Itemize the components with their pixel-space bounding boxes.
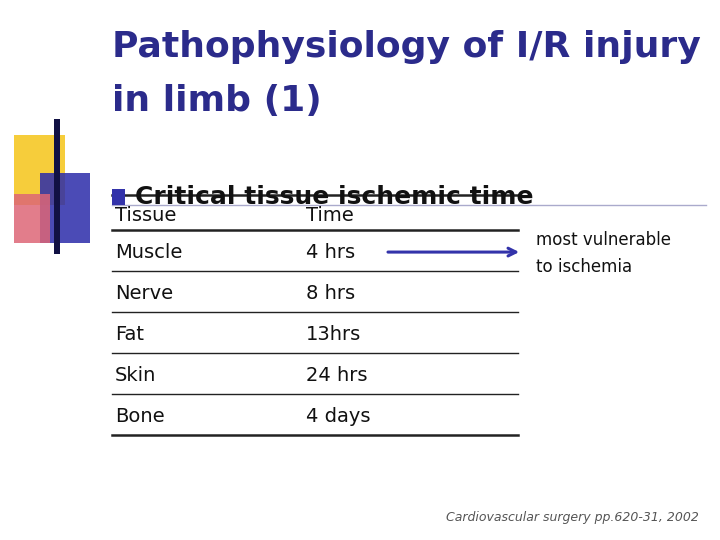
Text: Fat: Fat — [115, 325, 144, 343]
Text: Skin: Skin — [115, 366, 156, 384]
Text: Tissue: Tissue — [115, 206, 176, 225]
Text: 4 days: 4 days — [306, 407, 371, 426]
Text: Muscle: Muscle — [115, 242, 183, 261]
Text: to ischemia: to ischemia — [536, 258, 633, 276]
Text: Pathophysiology of I/R injury: Pathophysiology of I/R injury — [112, 30, 701, 64]
Text: 24 hrs: 24 hrs — [306, 366, 367, 384]
Bar — [40, 173, 90, 243]
Bar — [112, 189, 125, 205]
Text: Cardiovascular surgery pp.620-31, 2002: Cardiovascular surgery pp.620-31, 2002 — [446, 511, 698, 524]
Text: in limb (1): in limb (1) — [112, 84, 321, 118]
Text: most vulnerable: most vulnerable — [536, 231, 671, 249]
Bar — [14, 194, 50, 243]
Text: Bone: Bone — [115, 407, 165, 426]
Bar — [14, 135, 65, 205]
Text: 4 hrs: 4 hrs — [306, 242, 355, 261]
Text: 13hrs: 13hrs — [306, 325, 361, 343]
Bar — [54, 119, 60, 254]
Text: Time: Time — [306, 206, 354, 225]
Text: Critical tissue ischemic time: Critical tissue ischemic time — [135, 185, 534, 209]
Text: Nerve: Nerve — [115, 284, 174, 302]
Text: 8 hrs: 8 hrs — [306, 284, 355, 302]
